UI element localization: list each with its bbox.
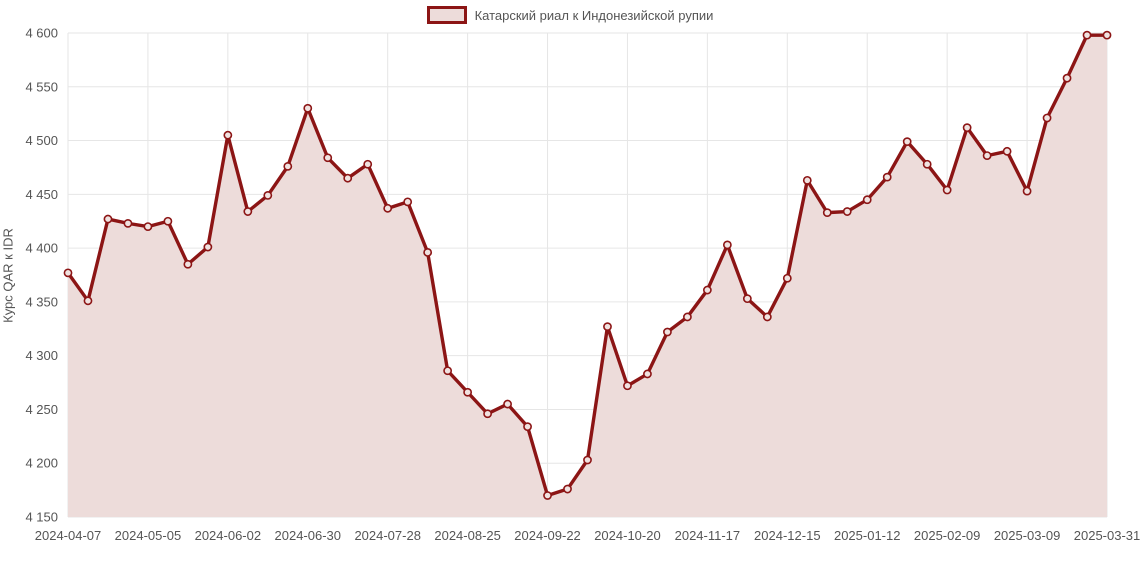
x-tick-label: 2024-05-05 bbox=[115, 528, 182, 543]
data-point[interactable] bbox=[583, 455, 592, 465]
data-point[interactable] bbox=[1022, 186, 1032, 196]
data-point[interactable] bbox=[203, 242, 213, 252]
data-point[interactable] bbox=[1062, 73, 1072, 83]
data-point[interactable] bbox=[742, 294, 752, 304]
data-point[interactable] bbox=[83, 296, 93, 306]
x-tick-label: 2025-03-09 bbox=[994, 528, 1061, 543]
data-point[interactable] bbox=[183, 259, 193, 269]
data-point[interactable] bbox=[303, 103, 313, 113]
x-tick-label: 2024-10-20 bbox=[594, 528, 661, 543]
data-point[interactable] bbox=[802, 175, 812, 185]
y-tick-label: 4 500 bbox=[25, 133, 58, 148]
x-tick-label: 2025-01-12 bbox=[834, 528, 901, 543]
data-point[interactable] bbox=[663, 327, 672, 337]
y-tick-label: 4 350 bbox=[25, 294, 58, 309]
x-tick-label: 2025-03-31 bbox=[1074, 528, 1140, 543]
x-axis-labels: 2024-04-07 2024-05-05 2024-06-02 2024-06-30… bbox=[35, 528, 1140, 543]
data-point[interactable] bbox=[623, 381, 632, 391]
x-tick-label: 2024-08-25 bbox=[434, 528, 501, 543]
data-point[interactable] bbox=[383, 203, 393, 213]
data-point[interactable] bbox=[962, 123, 972, 133]
data-point[interactable] bbox=[443, 366, 453, 376]
data-point[interactable] bbox=[63, 268, 73, 278]
series-area bbox=[68, 35, 1107, 518]
x-tick-label: 2024-06-30 bbox=[275, 528, 342, 543]
data-point[interactable] bbox=[263, 191, 273, 200]
data-point[interactable] bbox=[563, 484, 572, 494]
data-point[interactable] bbox=[1102, 30, 1112, 40]
legend-swatch-icon bbox=[426, 6, 467, 24]
data-point[interactable] bbox=[722, 240, 732, 250]
data-point[interactable] bbox=[403, 197, 413, 207]
data-point[interactable] bbox=[363, 159, 373, 169]
x-tick-label: 2024-04-07 bbox=[35, 528, 102, 543]
data-point[interactable] bbox=[1042, 113, 1052, 123]
x-tick-label: 2024-09-22 bbox=[514, 528, 581, 543]
data-point[interactable] bbox=[683, 312, 692, 322]
data-point[interactable] bbox=[702, 285, 712, 295]
data-point[interactable] bbox=[762, 312, 772, 322]
data-point[interactable] bbox=[503, 399, 512, 409]
x-tick-label: 2024-11-17 bbox=[675, 528, 741, 543]
x-tick-label: 2024-07-28 bbox=[354, 528, 421, 543]
data-point[interactable] bbox=[922, 159, 932, 169]
y-tick-label: 4 250 bbox=[25, 402, 58, 417]
data-point[interactable] bbox=[103, 214, 113, 224]
data-point[interactable] bbox=[842, 207, 852, 216]
y-tick-label: 4 300 bbox=[25, 348, 58, 363]
data-point[interactable] bbox=[423, 248, 433, 257]
data-point[interactable] bbox=[543, 491, 552, 500]
data-point[interactable] bbox=[243, 207, 253, 216]
data-point[interactable] bbox=[982, 151, 992, 161]
data-point[interactable] bbox=[283, 161, 293, 171]
x-tick-label: 2025-02-09 bbox=[914, 528, 981, 543]
data-point[interactable] bbox=[603, 322, 612, 332]
data-point[interactable] bbox=[523, 422, 532, 432]
data-point[interactable] bbox=[902, 137, 912, 147]
data-point[interactable] bbox=[343, 173, 353, 183]
data-point[interactable] bbox=[163, 216, 173, 226]
data-point[interactable] bbox=[323, 153, 333, 163]
y-axis-labels: 4 150 4 200 4 250 4 300 4 350 4 400 4 450 4 500… bbox=[25, 26, 58, 525]
y-axis-title: Курс QAR к IDR bbox=[0, 228, 16, 323]
data-point[interactable] bbox=[1002, 146, 1012, 156]
data-point[interactable] bbox=[862, 195, 872, 205]
legend-label: Катарский риал к Индонезийской рупии bbox=[474, 7, 714, 23]
data-point[interactable] bbox=[782, 273, 792, 283]
legend-item[interactable]: Катарский риал к Индонезийской рупии bbox=[0, 6, 1140, 24]
x-tick-label: 2024-06-02 bbox=[195, 528, 262, 543]
data-points bbox=[63, 30, 1112, 500]
y-tick-label: 4 600 bbox=[25, 26, 58, 41]
data-point[interactable] bbox=[822, 208, 832, 218]
data-point[interactable] bbox=[1082, 30, 1092, 40]
data-point[interactable] bbox=[463, 387, 473, 397]
data-point[interactable] bbox=[483, 409, 492, 419]
area-fill bbox=[68, 35, 1107, 518]
y-tick-label: 4 450 bbox=[25, 187, 58, 202]
data-point[interactable] bbox=[882, 172, 892, 182]
data-point[interactable] bbox=[123, 218, 133, 228]
y-tick-label: 4 150 bbox=[25, 510, 58, 525]
data-point[interactable] bbox=[223, 130, 233, 140]
y-tick-label: 4 200 bbox=[25, 456, 58, 471]
data-point[interactable] bbox=[143, 222, 153, 231]
y-tick-label: 4 550 bbox=[25, 79, 58, 94]
data-point[interactable] bbox=[942, 185, 952, 195]
x-tick-label: 2024-12-15 bbox=[754, 528, 821, 543]
data-point[interactable] bbox=[643, 369, 652, 379]
y-tick-label: 4 400 bbox=[25, 241, 58, 256]
